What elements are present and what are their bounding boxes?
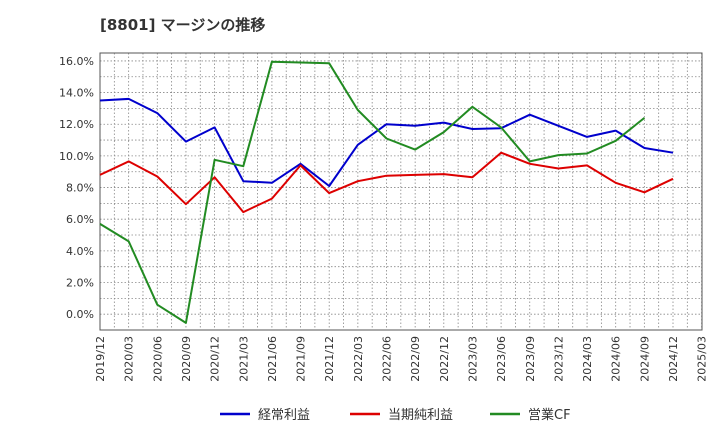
x-tick-label: 2023/12 [552,336,565,382]
x-tick-label: 2025/03 [696,336,709,382]
y-tick-label: 10.0% [59,150,94,163]
x-tick-label: 2023/06 [495,336,508,382]
x-tick-labels: 2019/12 2020/03 2020/06 2020/09 2020/12 2021/… [94,336,709,382]
y-tick-label: 4.0% [66,245,94,258]
y-tick-label: 0.0% [66,308,94,321]
y-tick-label: 16.0% [59,55,94,68]
x-tick-label: 2021/12 [323,336,336,382]
x-tick-label: 2023/09 [524,336,537,382]
x-tick-label: 2020/06 [151,336,164,382]
x-tick-label: 2022/06 [381,336,394,382]
series-line [99,151,674,214]
legend: 経常利益 当期純利益 営業CF [220,407,571,423]
x-tick-label: 2021/03 [237,336,250,382]
x-tick-label: 2022/03 [352,336,365,382]
x-tick-label: 2019/12 [94,336,107,382]
x-tick-label: 2020/09 [180,336,193,382]
legend-label: 当期純利益 [388,408,453,423]
x-tick-label: 2022/09 [409,336,422,382]
y-tick-label: 6.0% [66,213,94,226]
x-tick-label: 2022/12 [438,336,451,382]
y-tick-label: 14.0% [59,87,94,100]
series-line [99,60,646,324]
x-tick-label: 2023/03 [466,336,479,382]
legend-label: 営業CF [528,407,571,423]
x-tick-label: 2021/06 [266,336,279,382]
x-tick-label: 2024/12 [667,336,680,382]
x-tick-label: 2024/06 [610,336,623,382]
x-tick-label: 2021/09 [295,336,308,382]
x-tick-label: 2024/03 [581,336,594,382]
series-line [99,97,674,187]
x-tick-label: 2024/09 [638,336,651,382]
grid [100,53,703,330]
y-tick-label: 8.0% [66,182,94,195]
plot-frame [99,52,703,331]
x-tick-label: 2020/12 [209,336,222,382]
legend-label: 経常利益 [258,408,310,423]
chart-title: [8801] マージンの推移 [100,16,266,34]
series-lines [99,60,674,324]
y-tick-label: 2.0% [66,277,94,290]
y-tick-labels: 0.0% 2.0% 4.0% 6.0% 8.0% 10.0% 12.0% 14.0% 16.0% [59,55,94,321]
y-tick-label: 12.0% [59,118,94,131]
x-tick-label: 2020/03 [123,336,136,382]
